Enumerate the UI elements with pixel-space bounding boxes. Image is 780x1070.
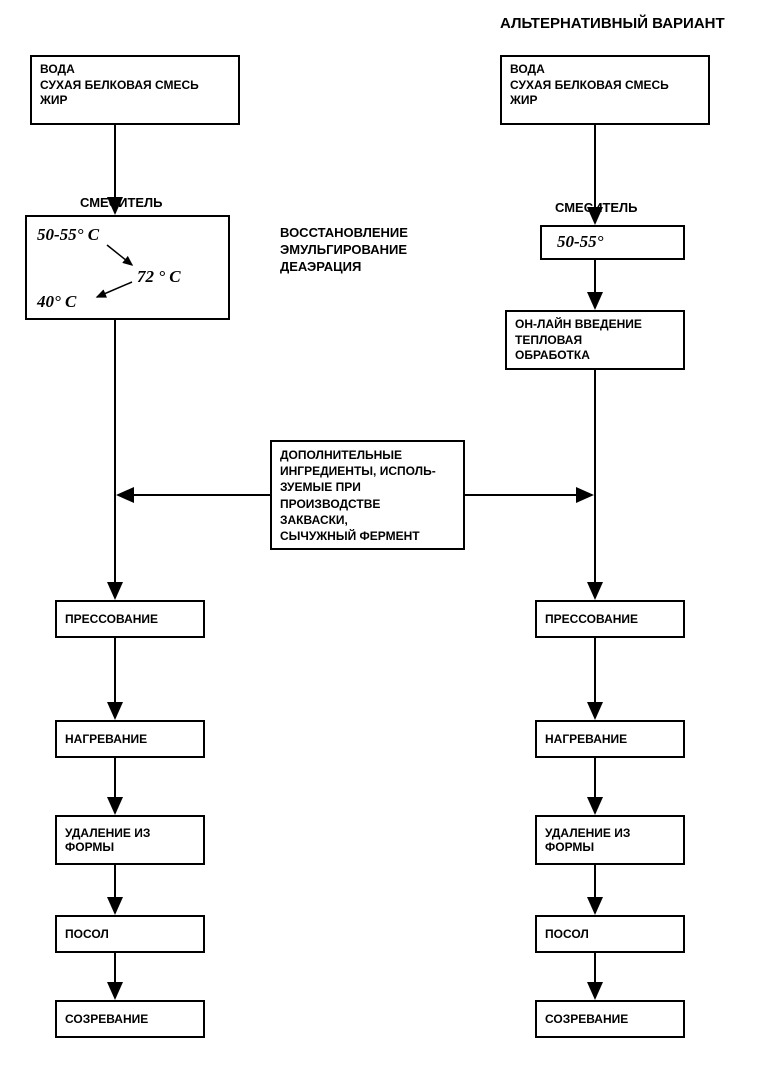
right-heating-box: НАГРЕВАНИЕ [535, 720, 685, 758]
right-temp-t1: 50-55° [557, 232, 603, 251]
add-l5: ЗАКВАСКИ, [280, 512, 455, 528]
left-demold-box: УДАЛЕНИЕ ИЗ ФОРМЫ [55, 815, 205, 865]
add-l2: ИНГРЕДИЕНТЫ, ИСПОЛЬ- [280, 463, 455, 479]
left-heating-box: НАГРЕВАНИЕ [55, 720, 205, 758]
right-pressing-box: ПРЕССОВАНИЕ [535, 600, 685, 638]
right-salting-box: ПОСОЛ [535, 915, 685, 953]
right-pressing-text: ПРЕССОВАНИЕ [545, 612, 638, 626]
online-box: ОН-ЛАЙН ВВЕДЕНИЕ ТЕПЛОВАЯ ОБРАБОТКА [505, 310, 685, 370]
right-ripening-text: СОЗРЕВАНИЕ [545, 1012, 628, 1026]
left-pressing-box: ПРЕССОВАНИЕ [55, 600, 205, 638]
add-l1: ДОПОЛНИТЕЛЬНЫЕ [280, 447, 455, 463]
left-demold-text: УДАЛЕНИЕ ИЗ ФОРМЫ [65, 826, 195, 854]
left-salting-text: ПОСОЛ [65, 927, 109, 941]
restore-label: ВОССТАНОВЛЕНИЕ ЭМУЛЬГИРОВАНИЕ ДЕАЭРАЦИЯ [280, 225, 408, 276]
left-ing-line2: СУХАЯ БЕЛКОВАЯ СМЕСЬ [40, 78, 230, 94]
right-heating-text: НАГРЕВАНИЕ [545, 732, 627, 746]
right-temp-box: 50-55° [540, 225, 685, 260]
left-ingredients-box: ВОДА СУХАЯ БЕЛКОВАЯ СМЕСЬ ЖИР [30, 55, 240, 125]
left-ripening-box: СОЗРЕВАНИЕ [55, 1000, 205, 1038]
add-l6: СЫЧУЖНЫЙ ФЕРМЕНТ [280, 528, 455, 544]
right-demold-box: УДАЛЕНИЕ ИЗ ФОРМЫ [535, 815, 685, 865]
right-ripening-box: СОЗРЕВАНИЕ [535, 1000, 685, 1038]
right-ing-line3: ЖИР [510, 93, 700, 109]
restore-l1: ВОССТАНОВЛЕНИЕ [280, 225, 408, 242]
left-pressing-text: ПРЕССОВАНИЕ [65, 612, 158, 626]
left-temp-box: 50-55° С 72 ° С 40° С [25, 215, 230, 320]
temp-t3: 40° С [37, 292, 76, 312]
add-l3: ЗУЕМЫЕ ПРИ [280, 479, 455, 495]
right-salting-text: ПОСОЛ [545, 927, 589, 941]
online-l2: ТЕПЛОВАЯ [515, 333, 675, 349]
online-l3: ОБРАБОТКА [515, 348, 675, 364]
right-mixer-label: СМЕСИТЕЛЬ [555, 200, 638, 215]
left-ripening-text: СОЗРЕВАНИЕ [65, 1012, 148, 1026]
alt-variant-label: АЛЬТЕРНАТИВНЫЙ ВАРИАНТ [500, 15, 725, 32]
left-heating-text: НАГРЕВАНИЕ [65, 732, 147, 746]
restore-l2: ЭМУЛЬГИРОВАНИЕ [280, 242, 408, 259]
right-ingredients-box: ВОДА СУХАЯ БЕЛКОВАЯ СМЕСЬ ЖИР [500, 55, 710, 125]
restore-l3: ДЕАЭРАЦИЯ [280, 259, 408, 276]
temp-t1: 50-55° С [37, 225, 99, 245]
right-ing-line2: СУХАЯ БЕЛКОВАЯ СМЕСЬ [510, 78, 700, 94]
right-demold-text: УДАЛЕНИЕ ИЗ ФОРМЫ [545, 826, 675, 854]
left-ing-line3: ЖИР [40, 93, 230, 109]
left-ing-line1: ВОДА [40, 62, 230, 78]
left-salting-box: ПОСОЛ [55, 915, 205, 953]
online-l1: ОН-ЛАЙН ВВЕДЕНИЕ [515, 317, 675, 333]
additional-box: ДОПОЛНИТЕЛЬНЫЕ ИНГРЕДИЕНТЫ, ИСПОЛЬ- ЗУЕМ… [270, 440, 465, 550]
temp-t2: 72 ° С [137, 267, 181, 287]
add-l4: ПРОИЗВОДСТВЕ [280, 496, 455, 512]
right-ing-line1: ВОДА [510, 62, 700, 78]
left-mixer-label: СМЕСИТЕЛЬ [80, 195, 163, 210]
